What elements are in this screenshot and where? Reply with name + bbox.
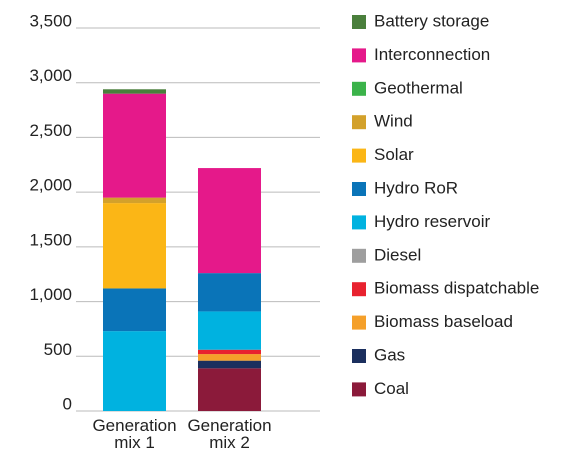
legend-label: Wind bbox=[374, 112, 413, 131]
bar-segment bbox=[103, 288, 166, 332]
legend-swatch bbox=[352, 215, 366, 230]
legend-label: Solar bbox=[374, 145, 414, 164]
y-tick-label: 3,500 bbox=[29, 11, 72, 30]
legend-swatch bbox=[352, 115, 366, 130]
bar-segment bbox=[103, 331, 166, 411]
y-tick-label: 1,500 bbox=[29, 230, 72, 249]
legend-label: Coal bbox=[374, 379, 409, 398]
legend-swatch bbox=[352, 315, 366, 330]
y-tick-label: 1,000 bbox=[29, 285, 72, 304]
x-tick-label: Generation mix 2 bbox=[187, 416, 272, 452]
bar-segment bbox=[103, 89, 166, 94]
legend-label: Hydro RoR bbox=[374, 178, 458, 197]
legend-label: Biomass baseload bbox=[374, 312, 513, 331]
legend-swatch bbox=[352, 349, 366, 363]
legend-label: Battery storage bbox=[374, 11, 489, 30]
bar-segment bbox=[198, 354, 261, 361]
bar-segment bbox=[198, 273, 261, 312]
x-tick-label: Generation mix 1 bbox=[92, 416, 177, 452]
bar-segment bbox=[198, 311, 261, 350]
legend-swatch bbox=[352, 15, 366, 29]
legend-label: Gas bbox=[374, 345, 405, 364]
bar-segment bbox=[103, 203, 166, 289]
y-tick-label: 0 bbox=[63, 394, 72, 413]
legend-swatch bbox=[352, 48, 366, 63]
bar-segment bbox=[103, 93, 166, 198]
y-tick-label: 3,000 bbox=[29, 66, 72, 85]
bar-segment bbox=[198, 368, 261, 411]
bar-segment bbox=[103, 197, 166, 204]
legend-swatch bbox=[352, 148, 366, 163]
legend-label: Geothermal bbox=[374, 78, 463, 97]
legend-swatch bbox=[352, 282, 366, 297]
bar-segment bbox=[198, 168, 261, 274]
y-tick-label: 2,500 bbox=[29, 121, 72, 140]
legend-swatch bbox=[352, 182, 366, 196]
legend-label: Interconnection bbox=[374, 45, 490, 64]
legend-label: Diesel bbox=[374, 245, 421, 264]
y-tick-label: 2,000 bbox=[29, 176, 72, 195]
legend-swatch bbox=[352, 248, 366, 263]
legend-label: Hydro reservoir bbox=[374, 212, 491, 231]
bar-segment bbox=[198, 349, 261, 355]
legend-swatch bbox=[352, 382, 366, 397]
bar-segment bbox=[198, 360, 261, 369]
legend-label: Biomass dispatchable bbox=[374, 279, 539, 298]
y-tick-label: 500 bbox=[44, 340, 72, 359]
legend-swatch bbox=[352, 81, 366, 96]
